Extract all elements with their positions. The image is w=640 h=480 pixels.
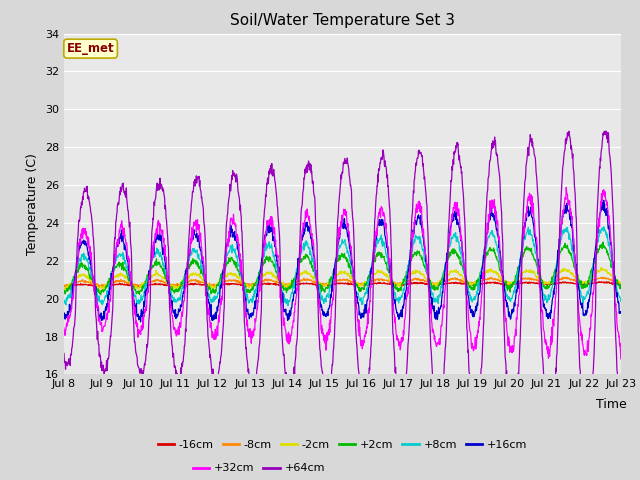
+16cm	[246, 311, 254, 317]
-8cm	[429, 281, 437, 287]
+64cm	[617, 409, 625, 415]
+8cm	[600, 224, 607, 230]
X-axis label: Time: Time	[596, 398, 627, 411]
-2cm	[551, 275, 559, 280]
-2cm	[429, 281, 437, 287]
-16cm	[429, 282, 437, 288]
-8cm	[559, 274, 566, 280]
-2cm	[61, 288, 68, 293]
+8cm	[502, 289, 509, 295]
-8cm	[60, 283, 68, 288]
+2cm	[60, 289, 68, 295]
+2cm	[97, 292, 104, 298]
+32cm	[60, 325, 68, 331]
Line: +32cm: +32cm	[64, 187, 621, 359]
+2cm	[551, 266, 559, 272]
+16cm	[171, 308, 179, 313]
+16cm	[617, 310, 625, 315]
+16cm	[600, 197, 607, 203]
-8cm	[551, 277, 559, 283]
+32cm	[617, 356, 625, 362]
Line: +2cm: +2cm	[64, 242, 621, 295]
-16cm	[246, 283, 254, 289]
+8cm	[246, 296, 254, 302]
Legend: +32cm, +64cm: +32cm, +64cm	[188, 459, 330, 478]
+2cm	[171, 290, 179, 296]
+32cm	[184, 266, 191, 272]
-2cm	[597, 265, 605, 271]
-16cm	[551, 280, 559, 286]
Line: -2cm: -2cm	[64, 268, 621, 290]
+64cm	[60, 350, 68, 356]
Line: -8cm: -8cm	[64, 277, 621, 288]
+64cm	[170, 364, 178, 370]
-16cm	[603, 279, 611, 285]
Line: +64cm: +64cm	[64, 131, 621, 423]
+64cm	[502, 357, 509, 363]
-16cm	[171, 283, 179, 289]
-8cm	[246, 282, 254, 288]
+2cm	[599, 239, 607, 245]
+64cm	[583, 420, 591, 426]
+32cm	[246, 326, 254, 332]
+2cm	[429, 285, 437, 290]
-16cm	[184, 282, 192, 288]
+8cm	[60, 297, 68, 303]
+16cm	[429, 305, 437, 311]
-2cm	[617, 280, 625, 286]
+8cm	[617, 299, 625, 304]
-2cm	[246, 282, 254, 288]
-16cm	[60, 283, 68, 288]
-16cm	[502, 281, 509, 287]
+8cm	[429, 292, 437, 298]
Text: EE_met: EE_met	[67, 42, 115, 55]
Title: Soil/Water Temperature Set 3: Soil/Water Temperature Set 3	[230, 13, 455, 28]
-8cm	[617, 280, 625, 286]
+32cm	[563, 184, 570, 190]
Line: -16cm: -16cm	[64, 282, 621, 287]
-16cm	[617, 281, 625, 287]
+64cm	[602, 128, 610, 134]
-8cm	[171, 282, 179, 288]
+64cm	[429, 377, 436, 383]
+2cm	[617, 286, 625, 291]
+2cm	[246, 287, 254, 293]
+16cm	[551, 279, 559, 285]
-2cm	[60, 286, 68, 292]
+32cm	[429, 326, 436, 332]
+64cm	[551, 384, 559, 390]
+8cm	[551, 271, 559, 277]
+32cm	[170, 324, 178, 330]
-2cm	[502, 280, 509, 286]
Y-axis label: Temperature (C): Temperature (C)	[26, 153, 39, 255]
+16cm	[137, 319, 145, 325]
+8cm	[284, 303, 292, 309]
-16cm	[131, 284, 139, 289]
-8cm	[184, 278, 192, 284]
Line: +8cm: +8cm	[64, 227, 621, 306]
+2cm	[184, 265, 192, 271]
-2cm	[171, 283, 179, 289]
-2cm	[184, 274, 192, 279]
+16cm	[184, 261, 192, 266]
-8cm	[63, 285, 70, 290]
+2cm	[502, 278, 509, 284]
-8cm	[502, 280, 509, 286]
+32cm	[502, 318, 509, 324]
+8cm	[170, 299, 178, 304]
+8cm	[184, 257, 191, 263]
+16cm	[502, 298, 509, 304]
+64cm	[184, 258, 191, 264]
Line: +16cm: +16cm	[64, 200, 621, 322]
+16cm	[60, 314, 68, 320]
+64cm	[246, 375, 254, 381]
+32cm	[551, 306, 559, 312]
